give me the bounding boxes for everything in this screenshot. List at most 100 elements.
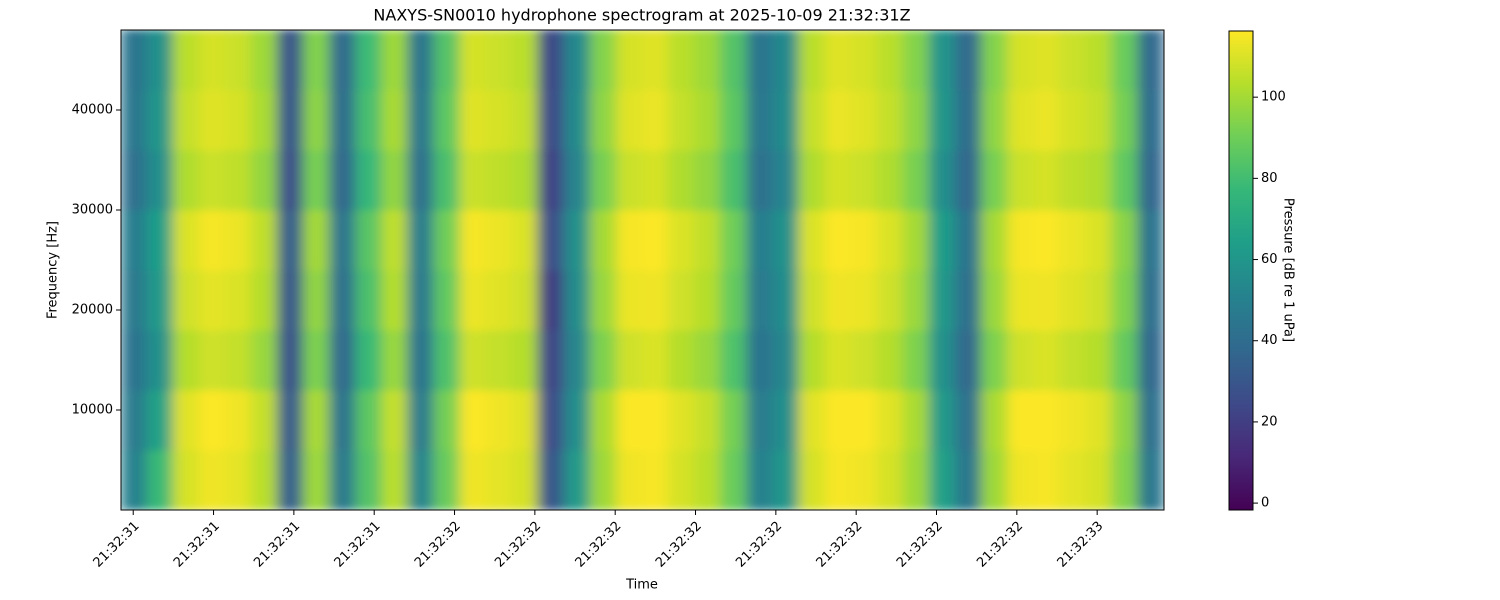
heat-cell [876, 389, 904, 451]
heat-cell [303, 329, 331, 391]
plot-frame [120, 29, 1165, 511]
heat-cell [329, 89, 357, 151]
heat-cell [1007, 449, 1035, 510]
heat-cell [642, 449, 670, 510]
heat-cell [642, 149, 670, 211]
heat-cell [563, 209, 591, 271]
heat-cell [146, 329, 174, 391]
heat-cell [511, 329, 539, 391]
heat-cell [954, 329, 982, 391]
heat-cell [433, 389, 461, 451]
heat-cell [1137, 149, 1164, 211]
heat-cell [876, 149, 904, 211]
heat-cell [1033, 449, 1061, 510]
heat-cell [642, 89, 670, 151]
heat-cell [694, 329, 722, 391]
heat-cell [485, 149, 513, 211]
heat-cell [537, 149, 565, 211]
heat-cell [511, 89, 539, 151]
y-tick-label: 20000 [72, 303, 113, 318]
heat-cell [1033, 89, 1061, 151]
heat-cell [1007, 30, 1035, 91]
heat-cell [329, 389, 357, 451]
heat-cell [876, 30, 904, 91]
heat-cell [902, 329, 930, 391]
heat-cell [303, 449, 331, 510]
x-tick-label: 21:32:32 [894, 519, 946, 571]
colorbar-tick-label: 0 [1261, 496, 1269, 511]
heat-cell [772, 449, 800, 510]
heat-cell [615, 30, 643, 91]
heat-cell [1137, 449, 1164, 510]
heat-cell [668, 389, 696, 451]
heat-cell [276, 209, 305, 271]
heat-cell [668, 209, 696, 271]
heat-cell [1059, 209, 1087, 271]
heat-cell [250, 209, 278, 271]
heat-cell [224, 30, 252, 91]
colorbar-tick-label: 100 [1261, 90, 1286, 105]
heat-cell [642, 30, 670, 91]
heat-cell [511, 209, 539, 271]
heat-cell [303, 269, 331, 331]
heat-cell [720, 30, 748, 91]
heat-cell [954, 389, 982, 451]
heat-cell [1033, 329, 1061, 391]
heat-cell [1059, 269, 1087, 331]
y-tick-label: 40000 [72, 103, 113, 118]
colorbar-tick-label: 20 [1261, 414, 1278, 429]
x-tick-label: 21:32:31 [332, 519, 384, 571]
heat-cell [720, 449, 748, 510]
heat-cell [172, 389, 200, 451]
heat-cell [276, 329, 305, 391]
heat-cell [720, 269, 748, 331]
heat-cell [250, 449, 278, 510]
heat-cell [407, 89, 435, 151]
heat-cell [459, 209, 487, 271]
heat-cell [615, 389, 643, 451]
heat-cell [668, 149, 696, 211]
x-tick-label: 21:32:32 [814, 519, 866, 571]
x-tick-label: 21:32:31 [171, 519, 223, 571]
x-tick-label: 21:32:31 [251, 519, 303, 571]
heat-cell [563, 389, 591, 451]
heat-cell [1137, 89, 1164, 151]
y-axis-label: Frequency [Hz] [46, 221, 61, 319]
heat-cell [954, 269, 982, 331]
heat-cell [224, 329, 252, 391]
heat-cell [407, 209, 435, 271]
heat-cell [694, 209, 722, 271]
heat-cell [303, 389, 331, 451]
heat-cell [433, 449, 461, 510]
heat-cell [720, 149, 748, 211]
heat-cell [980, 389, 1009, 451]
heat-cell [146, 30, 174, 91]
heat-cell [1085, 149, 1113, 211]
heat-cell [381, 149, 409, 211]
heat-cell [563, 149, 591, 211]
heat-cell [824, 30, 852, 91]
heat-cell [1111, 329, 1139, 391]
heat-cell [589, 89, 617, 151]
x-tick-label: 21:32:32 [412, 519, 464, 571]
heat-cell [563, 30, 591, 91]
heat-cell [1033, 389, 1061, 451]
heat-cell [798, 149, 826, 211]
heat-cell [146, 269, 174, 331]
heat-cell [902, 30, 930, 91]
heat-cell [824, 149, 852, 211]
heat-cell [1033, 30, 1061, 91]
heat-cell [355, 389, 383, 451]
heat-cell [954, 209, 982, 271]
heat-cell [303, 209, 331, 271]
heat-cell [485, 389, 513, 451]
heat-cell [746, 449, 774, 510]
heat-cell [303, 149, 331, 211]
heat-cell [1007, 329, 1035, 391]
heat-cell [720, 209, 748, 271]
heat-cell [537, 389, 565, 451]
heat-cell [824, 449, 852, 510]
heat-cell [1007, 269, 1035, 331]
heat-cell [485, 209, 513, 271]
heat-cell [146, 449, 174, 510]
